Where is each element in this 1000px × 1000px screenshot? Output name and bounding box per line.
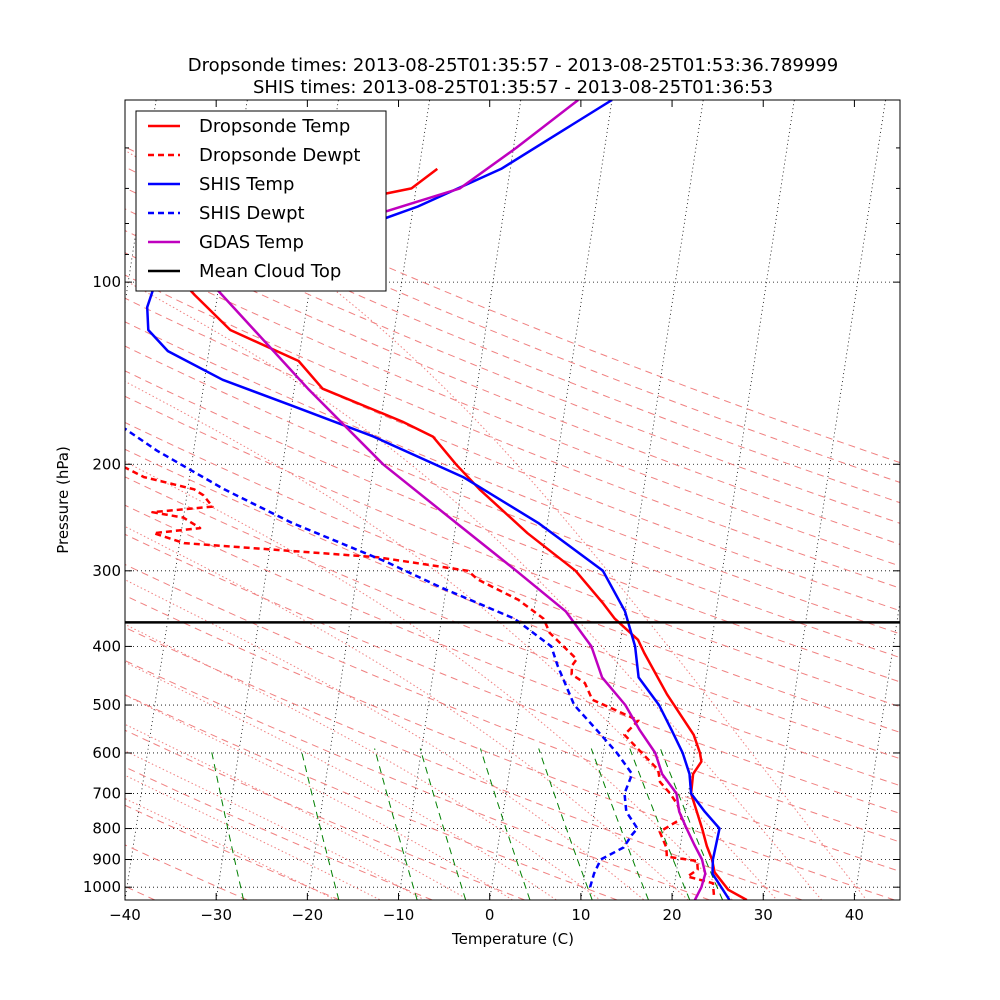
x-tick-label: −30 — [200, 906, 232, 924]
legend-label-dropsonde-dewpt: Dropsonde Dewpt — [199, 145, 360, 166]
dry-adiabat-line — [125, 694, 618, 900]
moist-adiabat-line — [125, 525, 689, 900]
y-tick-label: 900 — [92, 850, 121, 868]
isotherm-line — [307, 100, 430, 900]
moist-adiabat-line — [125, 149, 867, 900]
x-tick-label: −40 — [109, 906, 141, 924]
legend-label-dropsonde-temp: Dropsonde Temp — [199, 116, 350, 137]
y-tick-label: 700 — [92, 784, 121, 802]
series-line-dropsonde-dewpt — [125, 466, 716, 896]
dry-adiabat-line — [125, 229, 900, 545]
isotherm-line — [125, 100, 248, 900]
x-tick-label: −20 — [292, 906, 324, 924]
y-tick-label: 600 — [92, 744, 121, 762]
dry-adiabat-line — [125, 729, 525, 900]
isotherm-line — [580, 100, 704, 900]
x-tick-label: 30 — [754, 906, 773, 924]
dry-adiabat-line — [125, 626, 803, 900]
isotherm-line — [398, 100, 522, 900]
y-tick-label: 1000 — [83, 878, 121, 896]
x-tick-label: 10 — [571, 906, 590, 924]
grid-layer — [125, 100, 1000, 900]
mixing-ratio-line — [480, 748, 531, 900]
isotherm-line — [762, 100, 886, 900]
x-tick-label: 20 — [663, 906, 682, 924]
y-tick-label: 800 — [92, 820, 121, 838]
dry-adiabat-line — [125, 533, 900, 843]
moist-adiabat-line — [125, 694, 513, 900]
moist-adiabat-line — [125, 774, 381, 900]
moist-adiabat-line — [125, 723, 469, 900]
dry-adiabat-line — [125, 297, 900, 612]
legend-label-shis-temp: SHIS Temp — [199, 174, 294, 195]
moist-adiabat-line — [125, 798, 336, 900]
dry-adiabat-line — [125, 370, 900, 683]
mixing-ratio-line — [374, 748, 418, 900]
mixing-ratio-line — [419, 748, 467, 900]
dry-adiabat-line — [125, 844, 248, 900]
y-tick-label: 300 — [92, 562, 121, 580]
legend-label-gdas-temp: GDAS Temp — [199, 232, 304, 253]
isotherm-line — [671, 100, 795, 900]
legend-label-mean-cloud-top: Mean Cloud Top — [199, 261, 341, 282]
mixing-ratio-line — [538, 748, 593, 900]
dry-adiabat-line — [125, 421, 900, 733]
legend-box — [135, 110, 387, 292]
dry-adiabat-line — [125, 448, 900, 760]
dry-adiabat-line — [125, 594, 895, 900]
dry-adiabat-line — [125, 563, 900, 872]
moist-adiabat-line — [125, 380, 778, 900]
x-tick-label: −10 — [383, 906, 415, 924]
chart-title-line1: Dropsonde times: 2013-08-25T01:35:57 - 2… — [188, 55, 838, 76]
mixing-ratio-line — [300, 748, 340, 900]
isotherm-line — [489, 100, 613, 900]
tick-layer: −40 −30 −20 −10 0 10 20 30 40 100 200 300 400 500 600 7… — [83, 100, 900, 924]
y-tick-label: 200 — [92, 455, 121, 473]
isotherm-line — [215, 100, 339, 900]
x-tick-label: 40 — [845, 906, 864, 924]
legend-label-shis-dewpt: SHIS Dewpt — [199, 203, 305, 224]
y-axis-label: Pressure (hPa) — [54, 446, 72, 554]
mixing-ratio-line — [210, 748, 244, 900]
x-tick-label: 0 — [485, 906, 495, 924]
x-axis-label: Temperature (C) — [451, 930, 574, 948]
isotherm-line — [946, 100, 1000, 900]
y-tick-label: 100 — [92, 273, 121, 291]
legend: Dropsonde Temp Dropsonde Dewpt SHIS Temp… — [135, 110, 387, 292]
y-tick-label: 400 — [92, 637, 121, 655]
moist-adiabat-line — [125, 461, 733, 900]
series-line-shis-dewpt — [125, 427, 639, 888]
plot-frame — [124, 99, 901, 901]
moist-adiabat-line — [125, 661, 557, 900]
dry-adiabat-line — [125, 208, 900, 524]
y-tick-label: 500 — [92, 696, 121, 714]
chart-title-line2: SHIS times: 2013-08-25T01:35:57 - 2013-0… — [253, 77, 773, 98]
